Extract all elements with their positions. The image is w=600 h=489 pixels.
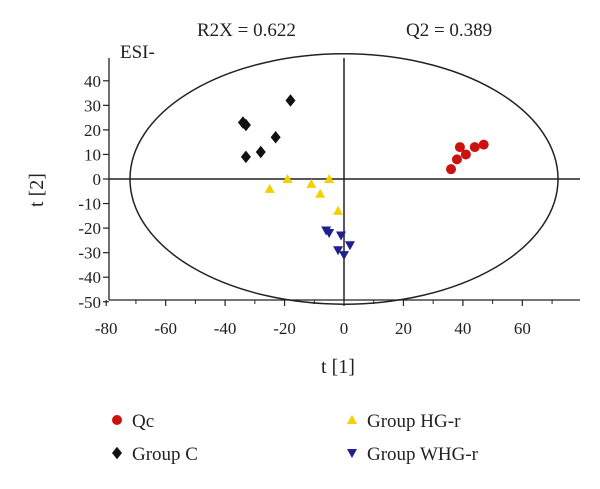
legend-symbol-group-whg-r (347, 449, 357, 458)
point-qc (469, 142, 480, 153)
point-group-c (285, 94, 296, 107)
x-tick-label: -20 (273, 319, 296, 338)
point-group-c (240, 150, 251, 164)
point-group-whg-r (344, 241, 355, 251)
point-group-hg-r (324, 174, 335, 183)
point-group-hg-r (282, 174, 293, 183)
legend-item-group-hg-r: Group HG-r (347, 411, 461, 432)
point-group-hg-r (333, 205, 344, 215)
legend-marker-group-whg-r (347, 449, 357, 458)
y-tick-label: 20 (84, 121, 101, 140)
esi-mode-label: ESI- (120, 42, 155, 63)
y-tick-label: 40 (84, 72, 101, 91)
x-tick-label: -60 (154, 319, 177, 338)
legend-item-group-whg-r: Group WHG-r (347, 444, 479, 465)
point-group-c (240, 118, 251, 132)
x-tick-label: -80 (95, 319, 118, 338)
y-tick-label: -40 (78, 268, 101, 287)
legend-label-qc: Qc (132, 411, 154, 432)
data-points (237, 94, 489, 261)
legend-symbol-group-hg-r (347, 415, 357, 424)
point-group-whg-r (324, 229, 335, 239)
point-qc (478, 139, 489, 150)
point-group-c (255, 145, 266, 159)
legend-label-group-c: Group C (132, 444, 198, 465)
y-ticks: -50 -40 -30 -20 -10 0 10 20 30 40 (78, 72, 109, 312)
point-group-c (270, 131, 281, 144)
point-group-hg-r (306, 178, 317, 188)
x-tick-label: 0 (340, 319, 349, 338)
x-tick-label: -40 (214, 319, 237, 338)
r2x-annotation: R2X = 0.622 (197, 20, 296, 41)
legend-item-group-c: Group C (112, 444, 198, 465)
legend-marker-qc (112, 415, 122, 425)
y-axis-title: t [2] (26, 173, 48, 207)
point-qc (460, 149, 471, 160)
point-group-hg-r (264, 183, 275, 193)
point-qc (446, 164, 457, 175)
legend-symbol-group-c (112, 446, 122, 460)
x-tick-label: 40 (454, 319, 471, 338)
legend-item-qc: Qc (112, 411, 154, 432)
point-group-whg-r (336, 231, 347, 241)
y-tick-label: -10 (78, 195, 101, 214)
x-tick-label: 20 (395, 319, 412, 338)
point-group-whg-r (333, 246, 344, 256)
legend-symbol-qc (112, 415, 122, 425)
legend-label-group-whg-r: Group WHG-r (367, 444, 479, 465)
y-tick-label: 0 (93, 170, 102, 189)
y-tick-label: -50 (78, 293, 101, 312)
point-group-hg-r (315, 188, 326, 198)
y-tick-label: -30 (78, 244, 101, 263)
y-tick-label: 30 (84, 96, 101, 115)
legend-label-group-hg-r: Group HG-r (367, 411, 461, 432)
legend-marker-group-hg-r (347, 415, 357, 424)
point-qc (454, 142, 465, 153)
y-tick-label: 10 (84, 145, 101, 164)
x-tick-label: 60 (514, 319, 531, 338)
q2-annotation: Q2 = 0.389 (406, 20, 492, 41)
point-group-whg-r (339, 251, 349, 261)
plot-area: -80 -60 -40 -20 0 20 40 60 -50 -40 -30 -20 -10 0 10 20… (78, 53, 580, 338)
x-ticks: -80 -60 -40 -20 0 20 40 60 (95, 300, 553, 338)
legend-marker-group-c (112, 446, 122, 460)
legend: Qc Group C Group HG-r Group WHG-r (112, 411, 479, 465)
point-qc (451, 154, 462, 165)
x-axis-title: t [1] (321, 356, 355, 378)
y-tick-label: -20 (78, 219, 101, 238)
